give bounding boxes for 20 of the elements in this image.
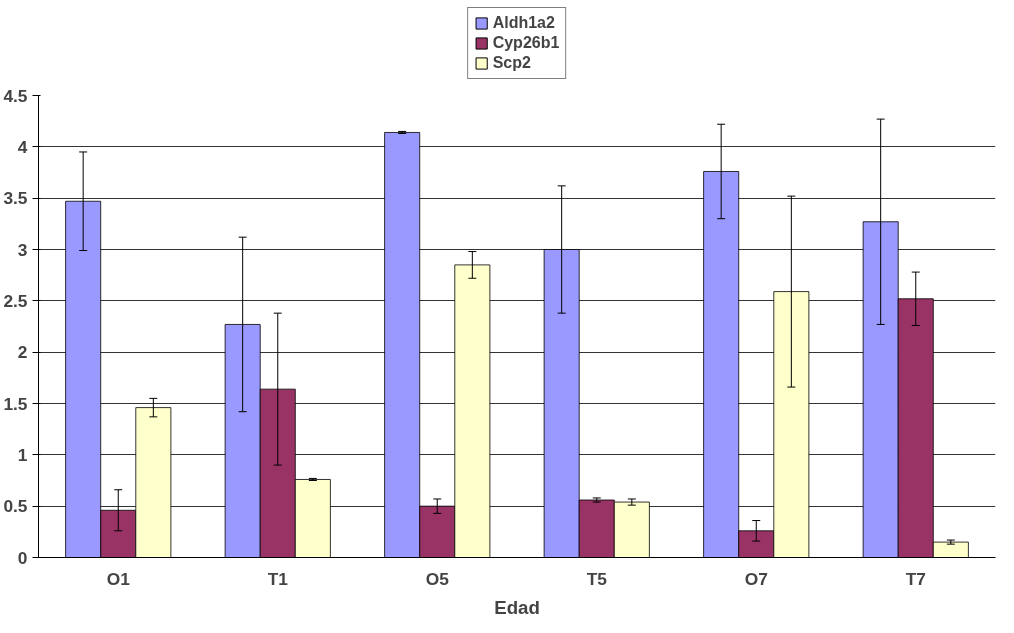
y-tick-label: 3: [17, 239, 28, 260]
x-tick-label: T1: [267, 568, 289, 589]
y-tick-label: 0.5: [3, 496, 28, 517]
x-tick-label: O7: [744, 568, 768, 589]
y-tick-label: 1: [17, 444, 28, 465]
y-tick-label: 4.5: [3, 85, 28, 106]
y-tick-label: 1.5: [3, 393, 28, 414]
y-tick-label: 0: [17, 547, 28, 568]
y-tick-label: 3.5: [3, 188, 28, 209]
legend-label: Aldh1a2: [492, 13, 555, 32]
y-tick-label: 2.5: [3, 290, 28, 311]
legend-label: Cyp26b1: [492, 33, 560, 52]
y-tick-label: 2: [17, 342, 28, 363]
x-axis-title: Edad: [494, 596, 540, 618]
x-tick-label: O5: [425, 568, 450, 589]
x-tick-label: O1: [106, 568, 131, 589]
legend-label: Scp2: [492, 53, 531, 72]
y-tick-label: 4: [17, 136, 28, 157]
x-tick-label: T7: [905, 568, 926, 589]
x-tick-label: T5: [586, 568, 608, 589]
